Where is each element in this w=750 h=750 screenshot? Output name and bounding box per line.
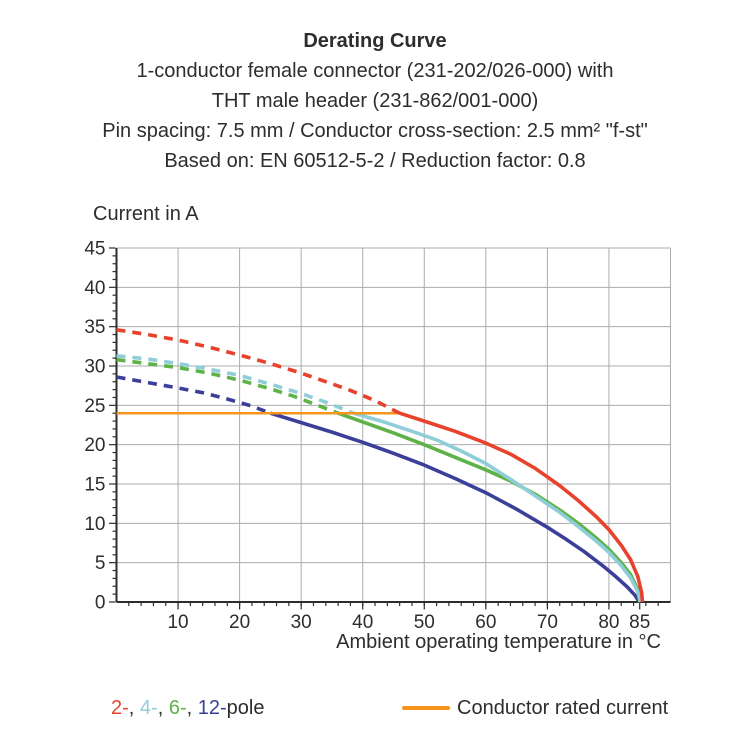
pole-legend-part: ,	[157, 697, 169, 719]
chart-subtitle-line-3: Pin spacing: 7.5 mm / Conductor cross-se…	[102, 120, 648, 142]
chart-subtitle-line-1: 1-conductor female connector (231-202/02…	[136, 60, 614, 82]
x-tick-label: 60	[475, 612, 496, 633]
x-tick-label: 10	[167, 612, 188, 633]
x-tick-label: 20	[229, 612, 250, 633]
pole-count-legend: 2-, 4-, 6-, 12-pole	[111, 697, 264, 720]
chart-title: Derating Curve	[303, 30, 447, 52]
rated-current-legend-swatch	[402, 706, 450, 710]
y-tick-label: 5	[95, 553, 106, 574]
chart-subtitle-line-4: Based on: EN 60512-5-2 / Reduction facto…	[164, 150, 586, 172]
x-tick-label: 70	[537, 612, 558, 633]
series-2-pole-dashed	[116, 328, 401, 415]
y-tick-label: 0	[95, 593, 106, 614]
series-6-pole-solid	[337, 411, 642, 603]
x-tick-label: 30	[291, 612, 312, 633]
series-4-pole-solid	[353, 411, 643, 603]
x-tick-label: 40	[352, 612, 373, 633]
pole-legend-part: ,	[186, 697, 198, 719]
y-tick-label: 35	[84, 317, 105, 338]
x-axis-title: Ambient operating temperature in °C	[336, 631, 661, 653]
y-tick-label: 40	[84, 278, 105, 299]
x-tick-label: 50	[414, 612, 435, 633]
y-axis-title: Current in A	[93, 203, 199, 225]
x-tick-label: 85	[629, 612, 650, 633]
pole-legend-part: 12-	[197, 697, 227, 719]
pole-legend-part: 6-	[168, 697, 187, 719]
y-tick-label: 10	[84, 514, 105, 535]
pole-legend-part: 4-	[139, 697, 158, 719]
chart-header: Derating Curve 1-conductor female connec…	[0, 26, 750, 176]
y-tick-label: 25	[84, 396, 105, 417]
chart-subtitle-line-2: THT male header (231-862/001-000)	[211, 90, 539, 112]
series-12-pole-dashed	[116, 375, 272, 415]
series-2-pole-solid	[399, 411, 645, 603]
y-tick-label: 30	[84, 357, 105, 378]
x-tick-label: 80	[598, 612, 619, 633]
y-tick-label: 45	[84, 239, 105, 260]
pole-legend-part: ,	[128, 697, 140, 719]
series-12-pole-solid	[269, 411, 641, 603]
pole-legend-part: pole	[226, 697, 265, 719]
y-tick-label: 20	[84, 435, 105, 456]
pole-legend-part: 2-	[111, 697, 129, 719]
rated-current-legend-label: Conductor rated current	[457, 697, 669, 719]
y-tick-label: 15	[84, 475, 105, 496]
series-6-pole-dashed	[116, 357, 339, 415]
